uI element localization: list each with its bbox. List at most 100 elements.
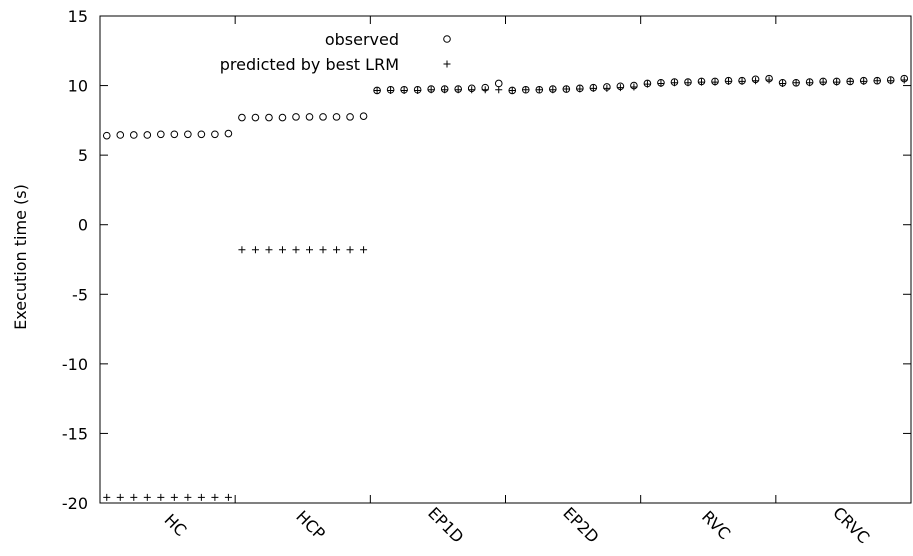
predicted-point [819,78,827,86]
predicted-point [873,77,881,85]
predicted-point [157,493,165,501]
predicted-point [414,86,422,94]
predicted-point [454,86,462,94]
y-tick-label: 10 [68,77,88,96]
predicted-point [860,77,868,85]
predicted-point [846,77,854,85]
legend-marker-observed [443,35,451,43]
predicted-point [481,86,489,94]
predicted-point [576,85,584,93]
x-tick-label: HCP [292,507,329,544]
observed-point [494,79,503,88]
predicted-point [373,86,381,94]
x-tick-label: EP1D [424,503,467,546]
predicted-point [103,493,111,501]
predicted-point [184,493,192,501]
predicted-point [238,246,246,254]
observed-point [184,130,192,139]
observed-point [346,113,354,121]
predicted-point [738,77,746,85]
predicted-point [400,86,408,94]
observed-point [157,130,165,139]
observed-point [143,131,152,139]
observed-point [332,113,341,121]
predicted-point [833,78,841,86]
y-tick-label: -20 [62,494,88,513]
chart-marks [102,74,909,501]
y-tick-label: 5 [78,146,88,165]
x-tick-label: CRVC [829,503,873,547]
legend-label-predicted: predicted by best LRM [220,55,399,74]
predicted-point [562,85,570,93]
y-tick-label: -15 [62,424,88,443]
predicted-point [779,79,787,87]
predicted-point [887,77,895,85]
predicted-point [616,84,624,92]
predicted-point [792,79,800,87]
observed-point [224,129,233,138]
predicted-point [535,86,543,94]
predicted-point [130,493,138,501]
y-tick-label: 0 [78,216,88,235]
predicted-point [211,493,219,501]
predicted-point [643,80,651,88]
predicted-point [170,493,178,501]
predicted-point [752,77,760,85]
observed-point [238,113,246,122]
predicted-point [711,78,719,86]
x-tick-label: HC [161,510,191,540]
predicted-point [441,86,449,94]
y-tick-label: -5 [72,285,88,304]
predicted-point [387,86,395,94]
observed-point [265,113,273,122]
predicted-point [116,493,124,501]
predicted-point [360,246,368,254]
predicted-point [725,77,733,85]
predicted-point [468,86,476,94]
observed-point [211,130,219,139]
predicted-point [603,84,611,92]
predicted-point [333,246,341,254]
x-tick-label: EP2D [559,503,602,546]
predicted-point [319,246,327,254]
predicted-point [549,86,557,94]
observed-point [116,131,125,139]
observed-point [292,113,300,121]
observed-point [359,112,368,120]
y-ticks: -20 -15 -10 -5 0 5 10 15 [62,7,911,513]
plot-frame [99,15,912,504]
observed-point [251,113,260,122]
predicted-point [292,246,300,254]
observed-point [170,130,179,139]
predicted-point [684,79,692,87]
predicted-point [427,86,435,94]
legend-marker-predicted [443,60,451,68]
legend-label-observed: observed [325,30,399,49]
legend: observed predicted by best LRM [220,30,451,74]
predicted-point [589,84,597,92]
predicted-point [197,493,205,501]
observed-point [129,131,138,139]
predicted-point [806,79,814,87]
x-ticks: HC HCP EP1D EP2D RVC CRVC [161,16,873,547]
predicted-point [657,79,665,87]
predicted-point [278,246,286,254]
predicted-point [697,78,705,86]
predicted-point [265,246,273,254]
predicted-point [765,76,773,84]
predicted-point [143,493,151,501]
x-tick-label: RVC [698,507,734,543]
y-axis-label: Execution time (s) [11,184,30,330]
observed-point [319,113,327,121]
predicted-point [346,246,354,254]
predicted-point [522,86,530,94]
observed-point [278,113,287,122]
predicted-point [251,246,259,254]
y-tick-label: 15 [68,7,88,26]
predicted-point [900,76,908,84]
predicted-point [495,86,503,94]
predicted-point [306,246,314,254]
y-tick-label: -10 [62,355,88,374]
observed-point [305,113,314,121]
